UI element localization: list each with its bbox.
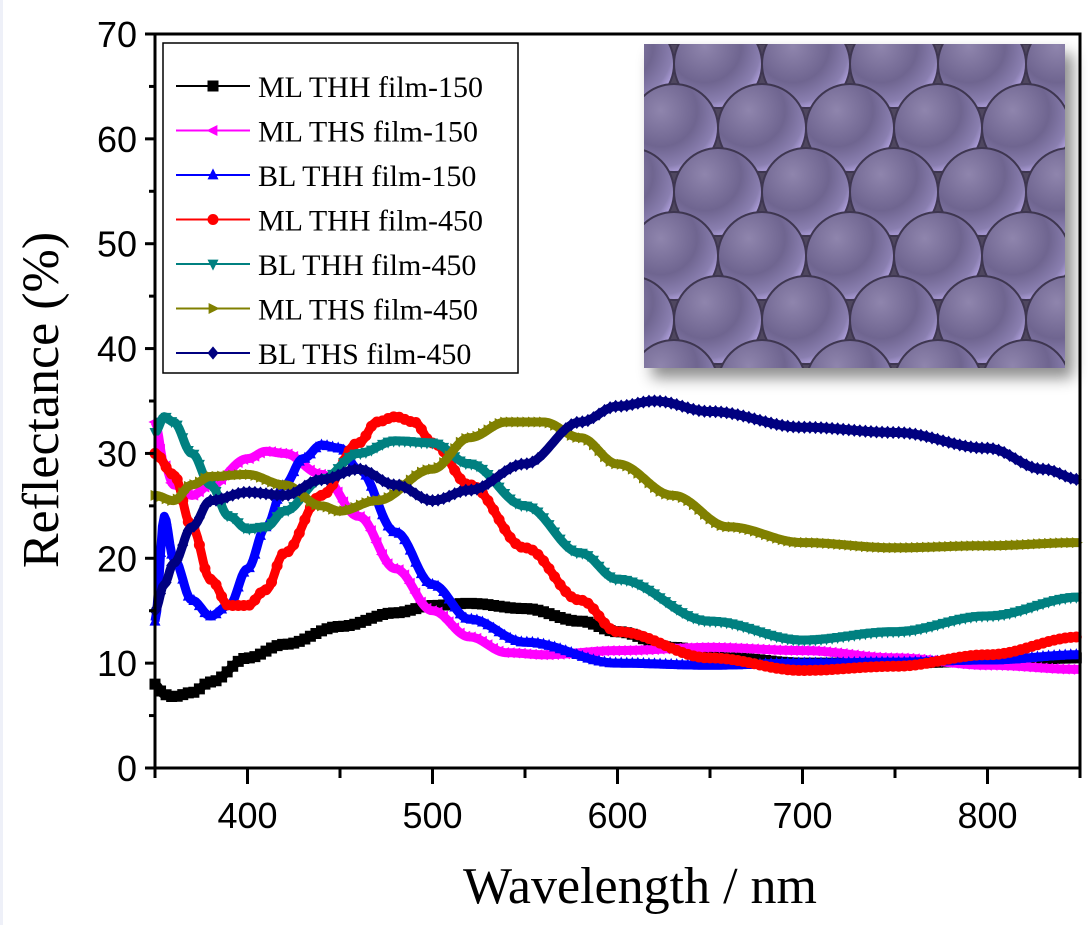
series-bl-ths-film-450 — [149, 394, 1083, 618]
sem-micrograph — [644, 44, 1065, 368]
x-tick-label: 400 — [217, 795, 277, 836]
series-ml-ths-film-450 — [150, 416, 1083, 554]
y-tick-label: 70 — [97, 14, 137, 55]
series-markers — [149, 411, 1082, 676]
sem-sphere — [807, 339, 893, 368]
y-tick-label: 50 — [97, 224, 137, 265]
sem-sphere — [719, 339, 805, 368]
y-tick-label: 30 — [97, 433, 137, 474]
x-tick-label: 600 — [587, 795, 647, 836]
series-bl-thh-film-450 — [149, 412, 1083, 647]
legend-label: ML THH film-450 — [258, 205, 483, 238]
sem-sphere — [981, 211, 1065, 301]
legend-marker-triangle-up-icon — [207, 168, 219, 180]
legend-marker-triangle-left-icon — [206, 125, 218, 136]
legend-item: ML THS film-150 — [176, 116, 478, 149]
ticks-layer: 0 10 20 30 40 50 60 70 400 500 600 700 800 — [97, 14, 1082, 836]
x-tick-label: 500 — [402, 795, 462, 836]
sem-sphere — [983, 339, 1065, 368]
series-layer — [148, 394, 1083, 702]
y-tick-label: 10 — [97, 643, 137, 684]
legend-label: BL THH film-450 — [258, 249, 476, 282]
sem-sphere — [981, 83, 1065, 173]
legend-marker-square-icon — [207, 80, 219, 92]
series-ml-thh-film-450 — [149, 411, 1083, 676]
sem-sphere — [1025, 44, 1065, 109]
y-tick-label: 0 — [117, 748, 137, 789]
legend-label: ML THH film-150 — [258, 71, 483, 104]
legend: ML THH film-150 ML THS film-150 BL THH fil… — [162, 42, 519, 374]
legend-item: ML THH film-450 — [176, 205, 483, 238]
series-line — [152, 412, 1083, 645]
y-tick-label: 20 — [97, 538, 137, 579]
series-markers — [149, 412, 1082, 647]
sem-sphere — [644, 339, 717, 368]
y-tick-label: 40 — [97, 329, 137, 370]
x-tick-label: 700 — [772, 795, 832, 836]
legend-item: BL THS film-450 — [176, 338, 471, 371]
sem-sphere — [895, 339, 981, 368]
legend-label: ML THS film-150 — [258, 116, 478, 149]
legend-item: ML THH film-150 — [176, 71, 483, 104]
x-axis-label: Wavelength / nm — [463, 858, 817, 915]
legend-label: ML THS film-450 — [258, 294, 478, 327]
legend-marker-circle-icon — [207, 214, 219, 225]
sem-inset-image — [644, 44, 1065, 368]
y-axis-label: Reflectance (%) — [13, 232, 70, 568]
left-edge-strip — [0, 0, 3, 925]
legend-marker-triangle-down-icon — [207, 259, 219, 271]
legend-marker-diamond-icon — [207, 346, 219, 360]
legend-item: BL THH film-450 — [176, 249, 476, 282]
legend-label: BL THS film-450 — [258, 338, 471, 371]
y-tick-label: 60 — [97, 119, 137, 160]
legend-label: BL THH film-150 — [258, 160, 476, 193]
legend-marker-triangle-right-icon — [208, 303, 220, 314]
legend-box — [162, 42, 519, 374]
legend-item: BL THH film-150 — [176, 160, 476, 193]
legend-item: ML THS film-450 — [176, 294, 478, 327]
x-tick-label: 800 — [957, 795, 1017, 836]
